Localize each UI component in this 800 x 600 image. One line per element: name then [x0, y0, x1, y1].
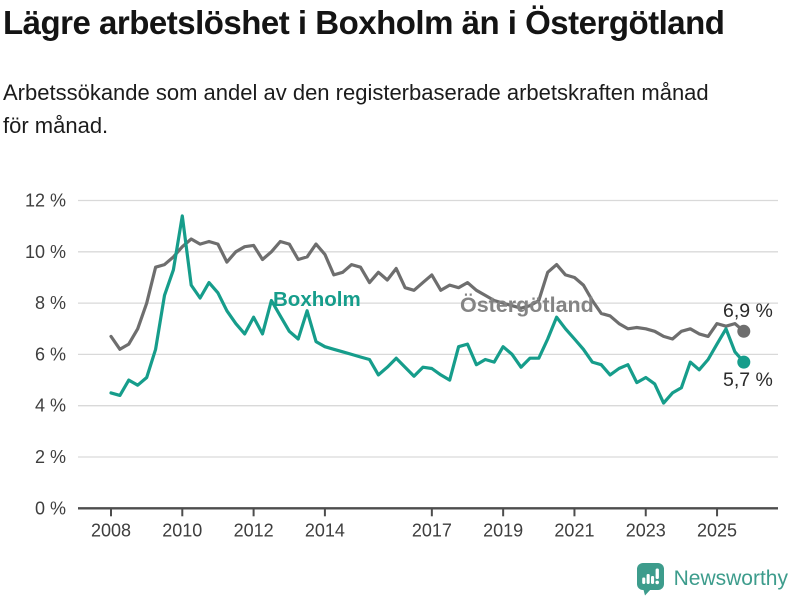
end-value-label-boxholm: 5,7 %: [723, 369, 773, 391]
end-value-label-ostergotland: 6,9 %: [723, 300, 773, 322]
x-axis-label-2023: 2023: [626, 520, 666, 540]
series-label-boxholm: Boxholm: [273, 288, 361, 311]
y-axis-label-4: 4 %: [35, 396, 66, 416]
x-axis-label-2019: 2019: [483, 520, 523, 540]
y-axis-label-8: 8 %: [35, 293, 66, 313]
chart-subtitle-line1: Arbetssökande som andel av den registerb…: [3, 80, 709, 105]
x-axis-label-2025: 2025: [697, 520, 737, 540]
newsworthy-logo-text: Newsworthy: [673, 567, 788, 590]
series-line-ostergotland: [109, 237, 746, 351]
series-label-ostergotland: Östergötland: [460, 292, 594, 317]
unemployment-line-chart: 0 % 2 % 4 % 6 % 8 % 10 % 12 % 2008 2010 2012 2014 2…: [25, 191, 778, 540]
y-axis-label-10: 10 %: [25, 242, 66, 262]
x-axis-label-2010: 2010: [162, 520, 202, 540]
chart-subtitle: Arbetssökande som andel av den registerb…: [3, 76, 793, 142]
y-axis-label-0: 0 %: [35, 498, 66, 518]
y-axis-label-12: 12 %: [25, 191, 66, 211]
chart-subtitle-line2: för månad.: [3, 113, 109, 138]
series-line-boxholm: [109, 214, 746, 405]
chart-title: Lägre arbetslöshet i Boxholm än i Österg…: [3, 4, 725, 41]
x-axis-label-2017: 2017: [412, 520, 452, 540]
x-axis-label-2008: 2008: [91, 520, 131, 540]
x-axis-label-2021: 2021: [554, 520, 594, 540]
y-axis-label-6: 6 %: [35, 344, 66, 364]
x-axis-label-2012: 2012: [234, 520, 274, 540]
x-axis-label-2014: 2014: [305, 520, 345, 540]
series-end-dot-boxholm: [737, 355, 751, 369]
y-axis-label-2: 2 %: [35, 447, 66, 467]
newsworthy-logo-icon: [636, 563, 664, 596]
newsworthy-logo[interactable]: Newsworthy: [636, 562, 788, 596]
series-end-dot-ostergotland: [737, 324, 751, 338]
